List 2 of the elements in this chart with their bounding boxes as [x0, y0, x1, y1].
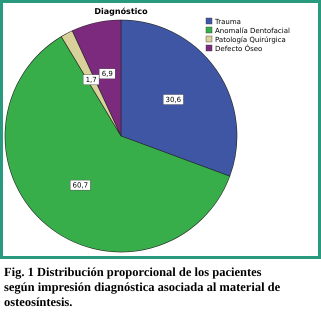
chart-title: Diagnóstico	[94, 7, 148, 16]
caption: Fig. 1 Distribución proporcional de los pacientes según impresión diagnóstica asociada al material de osteosíntesis.	[4, 265, 281, 309]
